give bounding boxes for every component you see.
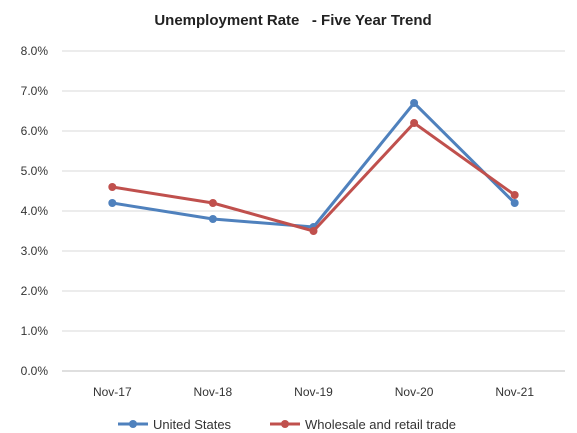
data-point [510, 191, 519, 199]
y-tick-label: 6.0% [21, 124, 49, 138]
y-tick-label: 7.0% [21, 84, 49, 98]
legend-label: Wholesale and retail trade [305, 417, 456, 432]
x-axis-tick-labels: Nov-17 Nov-18 Nov-19 Nov-20 Nov-21 [93, 385, 534, 399]
legend-item: Wholesale and retail trade [270, 417, 456, 432]
series-line [110, 101, 517, 229]
y-tick-label: 5.0% [21, 164, 49, 178]
data-point [208, 199, 217, 207]
legend-swatch-marker [129, 420, 137, 428]
data-point [108, 183, 117, 191]
chart-title: Unemployment Rate - Five Year Trend [154, 12, 431, 29]
y-tick-label: 4.0% [21, 204, 49, 218]
series-line [110, 121, 517, 233]
data-point [108, 199, 117, 207]
x-tick-label: Nov-21 [495, 385, 534, 399]
series-1 [108, 119, 519, 235]
y-tick-label: 8.0% [21, 44, 49, 58]
gridlines [62, 50, 565, 372]
legend-item: United States [118, 417, 232, 432]
y-tick-label: 3.0% [21, 244, 49, 258]
x-tick-label: Nov-17 [93, 385, 132, 399]
x-tick-label: Nov-19 [294, 385, 333, 399]
y-axis-tick-labels: 0.0% 1.0% 2.0% 3.0% 4.0% 5.0% 6.0% 7.0% 8.0% [21, 44, 49, 378]
legend-label: United States [153, 417, 232, 432]
y-tick-label: 0.0% [21, 364, 49, 378]
series-lines [108, 99, 519, 235]
data-point [309, 227, 318, 235]
x-tick-label: Nov-20 [395, 385, 434, 399]
data-point [410, 119, 419, 127]
x-tick-label: Nov-18 [194, 385, 233, 399]
data-point [208, 215, 217, 223]
data-point [510, 199, 519, 207]
legend: United States Wholesale and retail trade [118, 417, 456, 432]
y-tick-label: 1.0% [21, 324, 49, 338]
legend-swatch-marker [281, 420, 289, 428]
data-point [410, 99, 419, 107]
y-tick-label: 2.0% [21, 284, 49, 298]
